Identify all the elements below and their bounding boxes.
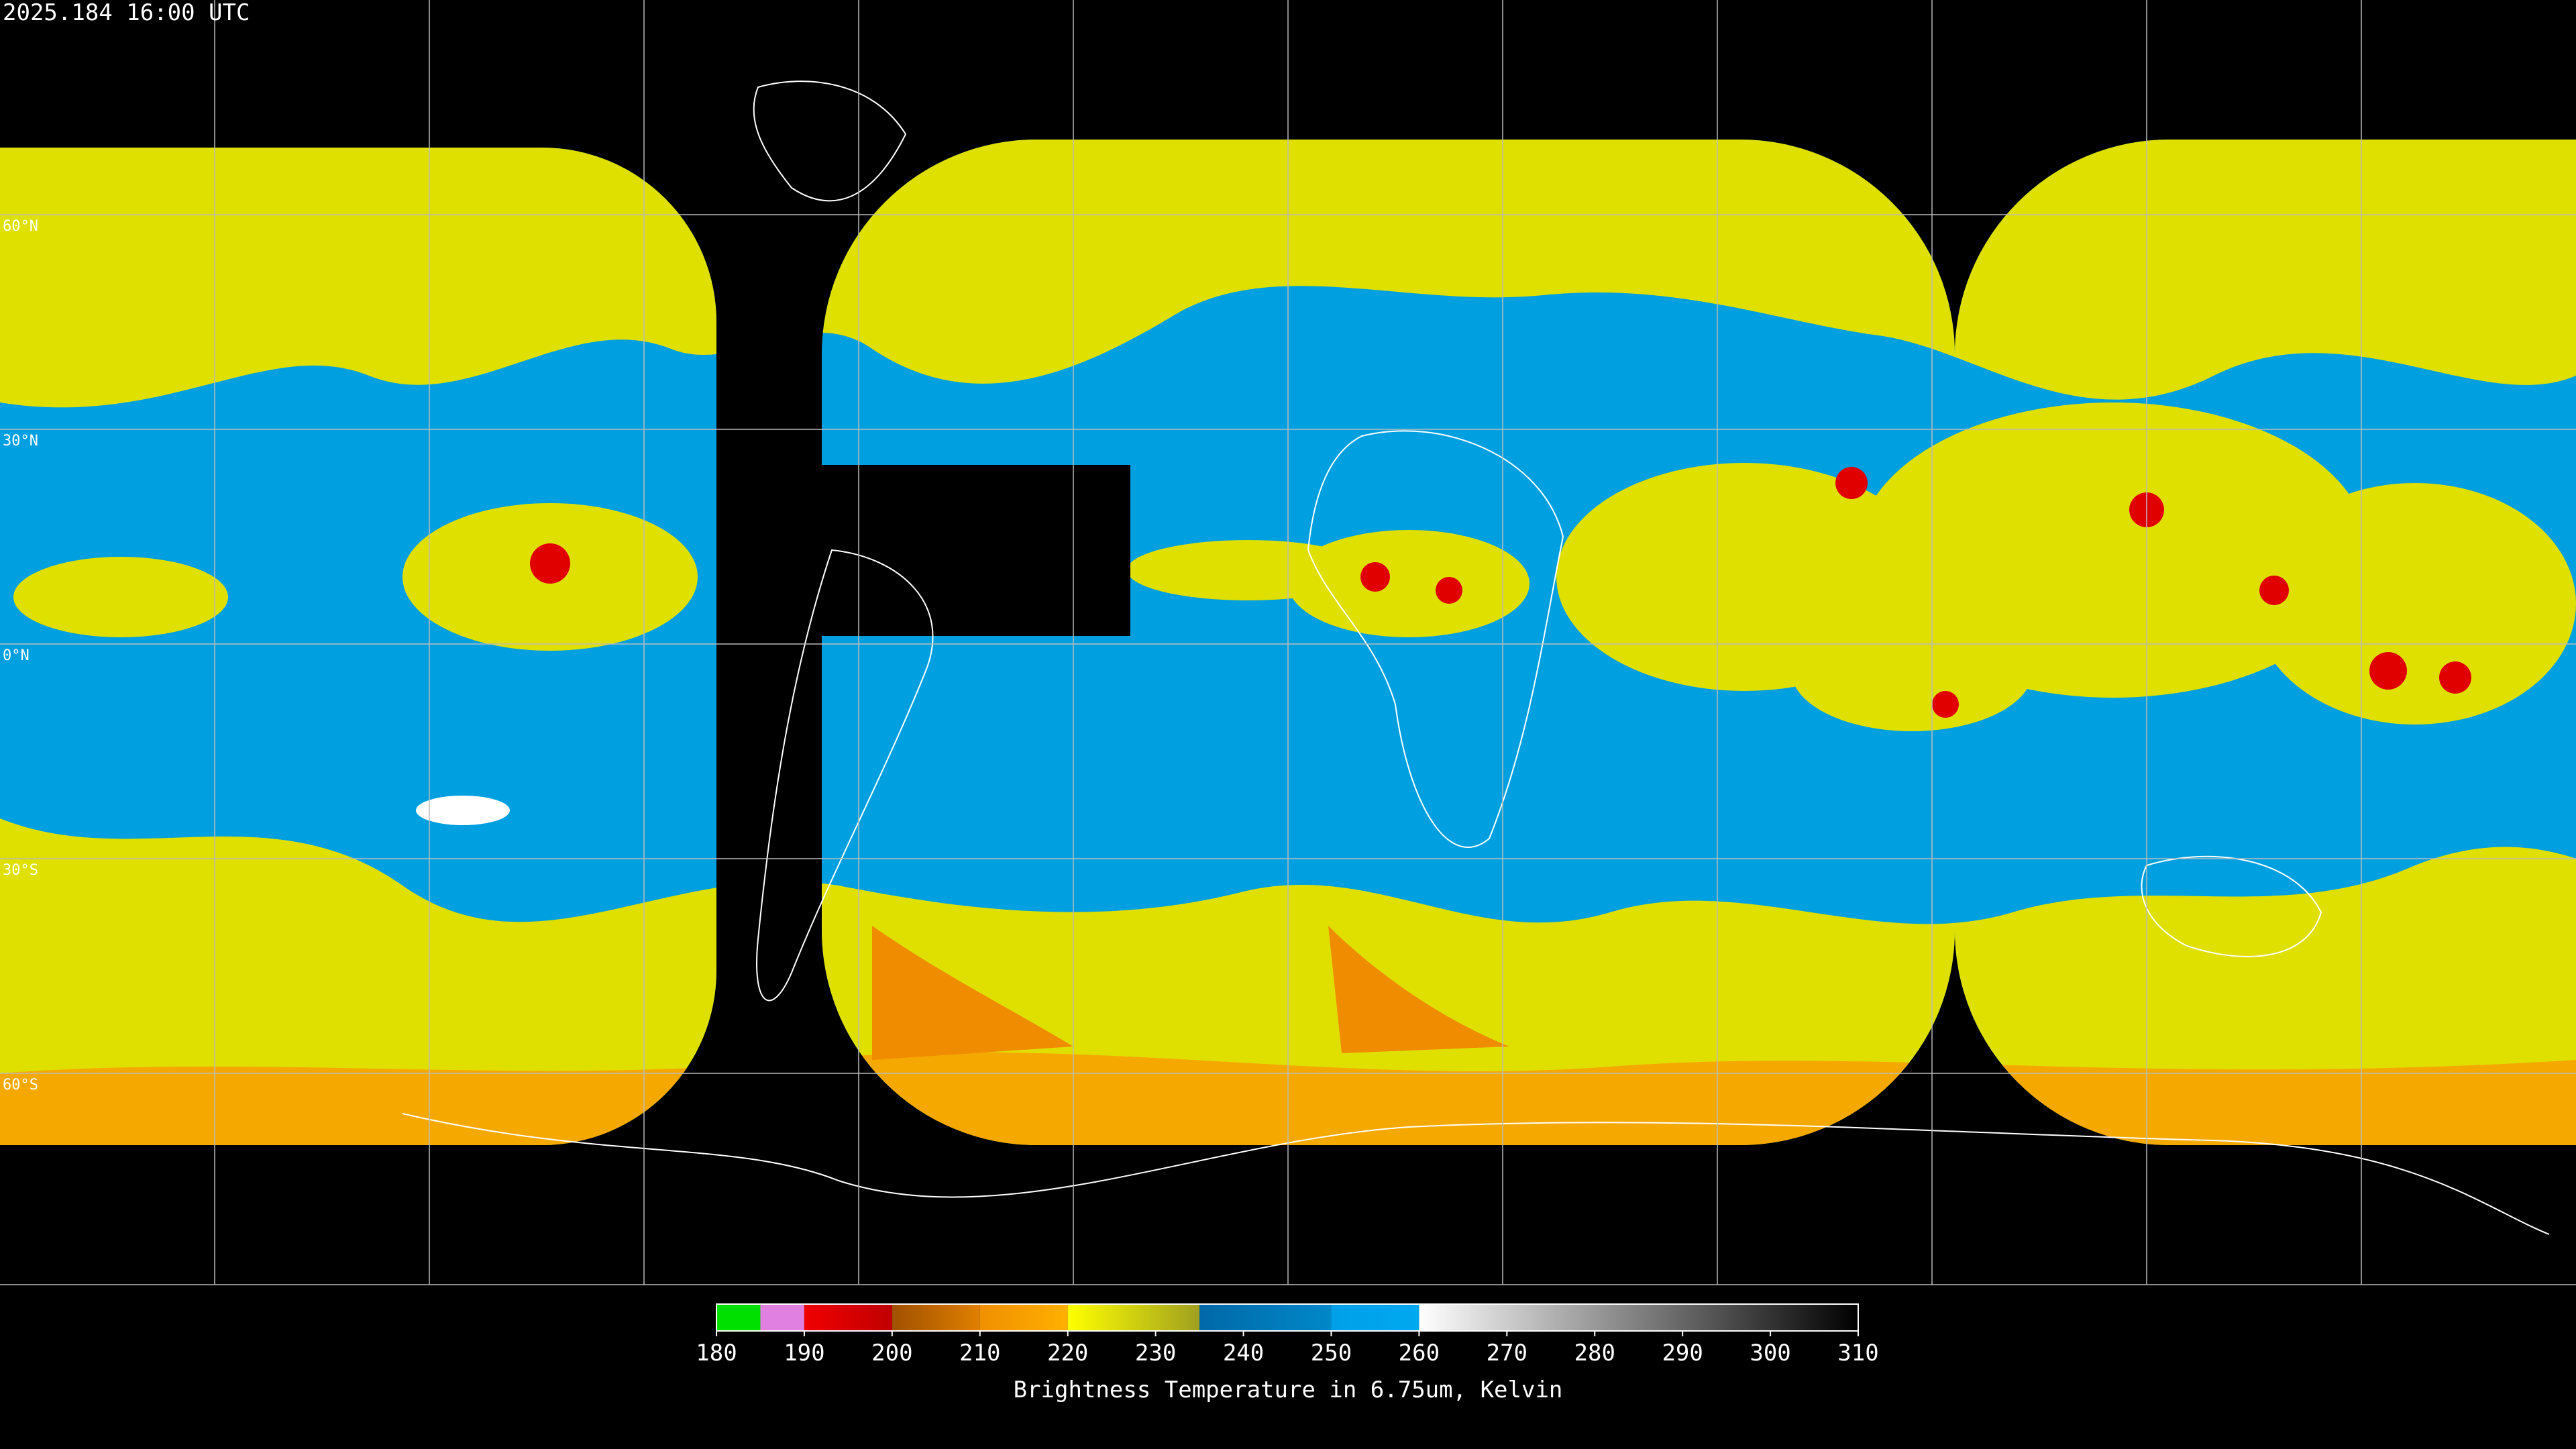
colorbar-tick-label: 280 [1574,1340,1615,1366]
cold-patch [872,926,1509,1060]
colorbar-tick-label: 300 [1750,1340,1790,1366]
colorbar-segment [979,1304,1068,1331]
colorbar-segment [892,1304,980,1331]
colorbar-frame [716,1303,1859,1332]
colorbar-tick-label: 220 [1047,1340,1088,1366]
colorbar: 180 190 200 210 220 230 240 250 260 270 280 290 300 3… [696,1303,1879,1366]
lat-label: 0°N [3,647,30,664]
lat-label: 60°N [3,218,38,235]
dry-spot [416,796,510,825]
timestamp: 2025.184 16:00 UTC [3,0,250,26]
colorbar-segment [1331,1304,1419,1331]
colorbar-tick-label: 310 [1837,1340,1878,1366]
colorbar-segment [716,1304,761,1331]
colorbar-tick-label: 230 [1135,1340,1176,1366]
data-gap [822,465,1130,636]
colorbar-tick-label: 210 [959,1340,1000,1366]
colorbar-tick-label: 260 [1399,1340,1440,1366]
tropical-clouds [13,402,2576,731]
deep-convection [530,467,2471,718]
lat-label: 60°S [3,1077,38,1093]
colorbar-label: Brightness Temperature in 6.75um, Kelvin [1014,1377,1563,1403]
colorbar-tick-label: 240 [1223,1340,1264,1366]
colorbar-segment [1067,1304,1200,1331]
colorbar-tick-label: 190 [784,1340,824,1366]
colorbar-tick-label: 180 [696,1340,737,1366]
colorbar-tick-label: 270 [1487,1340,1527,1366]
colorbar-segment [1199,1304,1332,1331]
lat-label: 30°S [3,862,38,879]
colorbar-segment [1419,1304,1858,1331]
colorbar-tick-label: 250 [1311,1340,1352,1366]
colorbar-segment [760,1304,804,1331]
colorbar-tick-label: 200 [871,1340,912,1366]
grid: 60°N 30°N 0°N 30°S 60°S [0,0,2576,1285]
colorbar-segment [804,1304,892,1331]
colorbar-tick-label: 290 [1662,1340,1703,1366]
lat-label: 30°N [3,433,38,449]
